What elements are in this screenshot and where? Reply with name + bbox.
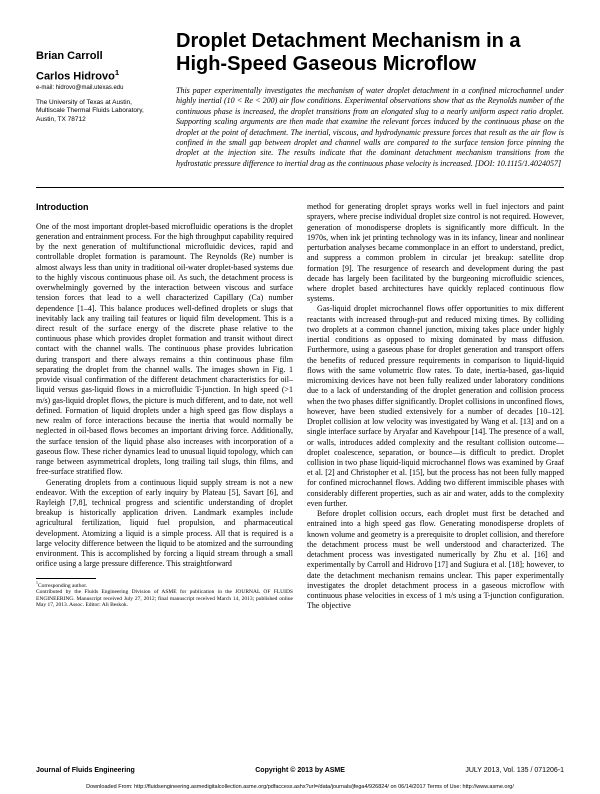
abstract: This paper experimentally investigates t… bbox=[176, 86, 564, 169]
header-divider bbox=[36, 187, 564, 188]
authors-column: Brian Carroll Carlos Hidrovo1 e-mail: hi… bbox=[36, 30, 176, 169]
paper-title: Droplet Detachment Mechanism in a High-S… bbox=[176, 30, 564, 76]
paragraph-3: method for generating droplet sprays wor… bbox=[307, 202, 564, 304]
paragraph-4: Gas-liquid droplet microchannel flows of… bbox=[307, 304, 564, 509]
section-heading: Introduction bbox=[36, 202, 293, 214]
author-email: e-mail: hidrovo@mail.utexas.edu bbox=[36, 85, 164, 91]
footnote-contribution: Contributed by the Fluids Engineering Di… bbox=[36, 589, 293, 609]
paragraph-5: Before droplet collision occurs, each dr… bbox=[307, 509, 564, 611]
paragraph-2: Generating droplets from a continuous li… bbox=[36, 478, 293, 570]
footer-journal: Journal of Fluids Engineering bbox=[36, 767, 135, 774]
page-footer: Journal of Fluids Engineering Copyright … bbox=[36, 767, 564, 774]
affiliation: The University of Texas at Austin, Multi… bbox=[36, 99, 164, 124]
title-abstract-column: Droplet Detachment Mechanism in a High-S… bbox=[176, 30, 564, 169]
author-name-1: Brian Carroll bbox=[36, 50, 164, 62]
paragraph-1: One of the most important droplet-based … bbox=[36, 222, 293, 478]
download-line: Downloaded From: http://fluidsengineerin… bbox=[0, 784, 600, 790]
body-text: Introduction One of the most important d… bbox=[36, 202, 564, 611]
header-container: Brian Carroll Carlos Hidrovo1 e-mail: hi… bbox=[36, 30, 564, 169]
footnote-separator bbox=[36, 578, 96, 579]
footer-page-info: JULY 2013, Vol. 135 / 071206-1 bbox=[465, 767, 564, 774]
author-name-2: Carlos Hidrovo1 bbox=[36, 68, 164, 83]
footer-copyright: Copyright © 2013 by ASME bbox=[255, 767, 345, 774]
footnote-corresponding: 1Corresponding author. bbox=[36, 581, 293, 589]
